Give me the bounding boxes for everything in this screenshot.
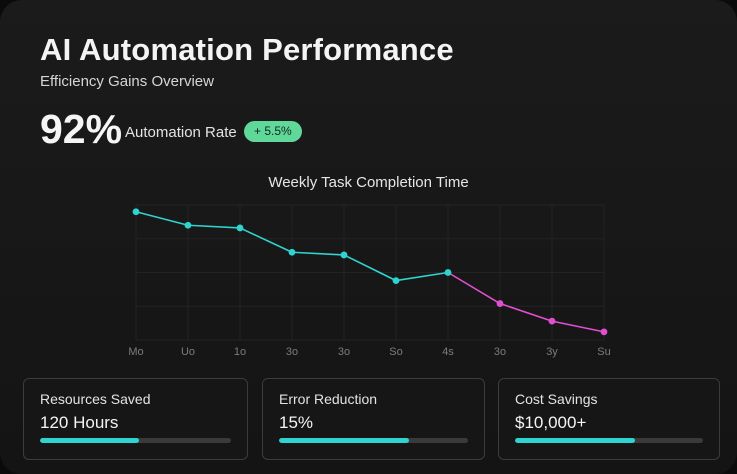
series-line-segment bbox=[343, 254, 397, 282]
data-point bbox=[236, 224, 244, 232]
x-tick-label: 4s bbox=[442, 346, 454, 358]
data-point bbox=[184, 221, 192, 229]
data-point bbox=[132, 208, 140, 216]
chart-title: Weekly Task Completion Time bbox=[268, 174, 469, 191]
progress-track bbox=[515, 438, 703, 443]
series-line-segment bbox=[135, 210, 189, 227]
card-value: 120 Hours bbox=[40, 413, 119, 432]
page-subtitle: Efficiency Gains Overview bbox=[40, 73, 214, 90]
progress-track bbox=[279, 438, 468, 443]
x-tick-label: 3y bbox=[546, 346, 558, 358]
series-line-segment bbox=[239, 227, 293, 254]
automation-rate-value: 92% bbox=[40, 106, 123, 152]
data-point bbox=[288, 248, 296, 256]
card-value: $10,000+ bbox=[515, 413, 587, 432]
x-tick-label: Su bbox=[597, 346, 610, 358]
card-label: Error Reduction bbox=[279, 391, 378, 407]
card-label: Resources Saved bbox=[40, 391, 151, 407]
series-line-segment bbox=[551, 320, 605, 333]
automation-rate-label: Automation Rate bbox=[125, 124, 237, 141]
card-value: 15% bbox=[279, 413, 314, 432]
data-point bbox=[392, 277, 400, 284]
change-badge: + 5.5% bbox=[244, 121, 302, 142]
series-line-segment bbox=[187, 224, 241, 229]
page-title: AI Automation Performance bbox=[40, 32, 454, 67]
chart-grid bbox=[135, 204, 605, 341]
chart-x-ticks: Mo Uo 1o 3o 3o So 4s 3o 3y Su bbox=[128, 346, 610, 358]
card-resources-saved: Resources Saved 120 Hours bbox=[23, 378, 248, 460]
data-point bbox=[548, 317, 556, 325]
series-line-segment bbox=[291, 251, 345, 256]
card-label: Cost Savings bbox=[515, 391, 598, 407]
x-tick-label: Mo bbox=[128, 346, 143, 358]
series-line-segment bbox=[395, 271, 449, 282]
card-cost-savings: Cost Savings $10,000+ bbox=[498, 378, 720, 460]
series-line-segment bbox=[499, 302, 553, 322]
data-point bbox=[340, 251, 348, 259]
x-tick-label: 3o bbox=[286, 346, 298, 358]
x-tick-label: 3o bbox=[338, 346, 350, 358]
data-point bbox=[444, 269, 452, 276]
data-point bbox=[600, 328, 608, 336]
x-tick-label: 1o bbox=[234, 346, 246, 358]
x-tick-label: Uo bbox=[181, 346, 195, 358]
progress-track bbox=[40, 438, 231, 443]
card-error-reduction: Error Reduction 15% bbox=[262, 378, 485, 460]
x-tick-label: So bbox=[389, 346, 402, 358]
chart-points bbox=[132, 208, 608, 336]
progress-fill bbox=[40, 438, 140, 443]
progress-fill bbox=[279, 438, 410, 443]
chart-lines bbox=[135, 210, 605, 333]
progress-fill bbox=[515, 438, 636, 443]
data-point bbox=[496, 300, 504, 307]
x-tick-label: 3o bbox=[494, 346, 506, 358]
series-line-segment bbox=[447, 271, 501, 305]
